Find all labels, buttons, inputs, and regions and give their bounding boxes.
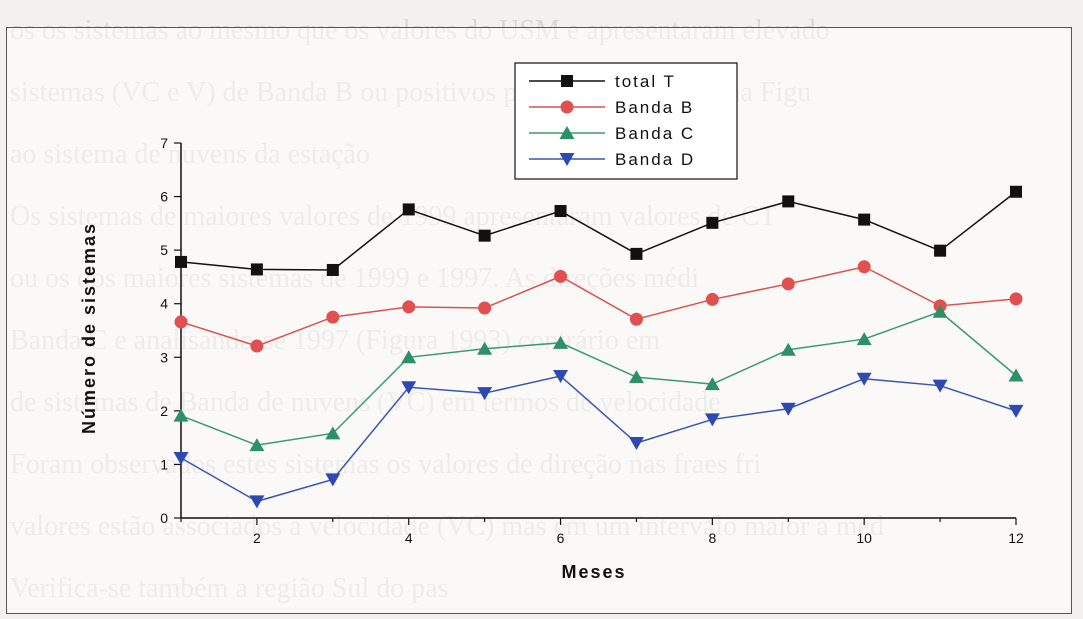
data-point-banda-c	[249, 438, 265, 452]
series-line-total-t	[180, 191, 1017, 271]
legend: total T Banda B Banda C Banda D	[514, 62, 738, 180]
data-point-banda-d	[249, 495, 265, 509]
x-tick-label: 2	[253, 530, 261, 546]
data-point-banda-b	[781, 277, 795, 291]
series-banda-d	[173, 370, 1024, 509]
y-tick-label: 7	[160, 135, 168, 151]
series-banda-c	[173, 304, 1024, 452]
data-point-total-t	[250, 263, 263, 276]
data-point-total-t	[175, 255, 187, 268]
data-point-banda-c	[477, 341, 493, 355]
data-point-banda-c	[401, 350, 417, 364]
data-point-banda-b	[554, 269, 568, 283]
data-point-banda-d	[780, 402, 796, 416]
data-point-total-t	[858, 213, 871, 226]
x-tick-label: 10	[856, 530, 872, 546]
data-point-banda-b	[402, 300, 416, 314]
y-tick-label: 0	[160, 510, 168, 526]
legend-box	[514, 62, 738, 180]
data-point-banda-d	[401, 381, 417, 395]
legend-marker	[561, 75, 573, 87]
series-banda-b	[174, 260, 1023, 353]
data-point-total-t	[630, 247, 643, 260]
data-point-total-t	[478, 229, 491, 242]
y-tick-label: 2	[160, 403, 168, 419]
x-tick-label: 12	[1008, 530, 1024, 546]
chart-frame: 0 1 2 3 4 5 6 7 2 4 6 8 10 12 total T Banda B Banda C Ba…	[6, 27, 1072, 614]
x-axis-title: Meses	[561, 562, 626, 582]
series-line-banda-c	[180, 310, 1017, 446]
data-point-total-t	[554, 205, 567, 218]
data-point-banda-d	[1008, 404, 1024, 418]
legend-label: Banda C	[615, 124, 695, 143]
data-point-banda-c	[173, 408, 189, 422]
data-point-banda-b	[857, 260, 871, 274]
data-point-banda-c	[628, 370, 644, 384]
data-point-total-t	[782, 195, 795, 208]
y-tick-label: 1	[160, 456, 168, 472]
data-point-banda-d	[704, 413, 720, 427]
data-point-banda-d	[325, 473, 341, 487]
data-point-banda-c	[553, 335, 569, 349]
data-point-banda-d	[553, 370, 569, 384]
series-layer	[173, 185, 1024, 509]
data-point-total-t	[1010, 185, 1022, 198]
data-point-banda-d	[856, 372, 872, 386]
data-point-banda-c	[932, 304, 948, 318]
legend-label: total T	[615, 72, 676, 91]
y-tick-label: 4	[160, 296, 168, 312]
x-tick-label: 6	[557, 530, 565, 546]
data-point-banda-d	[477, 387, 493, 401]
legend-marker	[559, 153, 575, 166]
data-point-banda-b	[250, 339, 264, 353]
data-point-total-t	[934, 244, 947, 257]
y-tick-label: 5	[160, 242, 168, 258]
series-total-t	[175, 185, 1022, 276]
data-point-banda-b	[705, 292, 719, 306]
x-tick-label: 8	[708, 530, 716, 546]
x-tick-label: 4	[405, 530, 413, 546]
y-axis-title: Número de sistemas	[79, 222, 99, 434]
data-point-total-t	[326, 263, 339, 276]
series-line-banda-b	[180, 265, 1017, 347]
y-tick-label: 6	[160, 189, 168, 205]
data-point-banda-d	[628, 437, 644, 450]
legend-item-banda-b: Banda B	[529, 98, 694, 117]
legend-label: Banda B	[615, 98, 694, 117]
data-point-banda-b	[174, 315, 188, 329]
data-point-banda-b	[1009, 292, 1023, 306]
legend-marker	[559, 126, 575, 139]
series-line-banda-d	[180, 375, 1017, 503]
data-point-banda-b	[326, 310, 340, 324]
data-point-banda-d	[932, 379, 948, 393]
data-point-banda-b	[478, 301, 492, 315]
legend-marker	[560, 100, 574, 114]
legend-item-banda-c: Banda C	[529, 124, 695, 143]
y-tick-label: 3	[160, 349, 168, 365]
data-point-banda-b	[629, 312, 643, 326]
legend-item-banda-d: Banda D	[529, 150, 695, 169]
data-point-banda-c	[1008, 368, 1024, 382]
data-point-banda-c	[325, 426, 341, 440]
legend-label: Banda D	[615, 150, 695, 169]
legend-item-total-t: total T	[529, 72, 676, 91]
data-point-banda-c	[780, 342, 796, 356]
data-point-banda-c	[856, 332, 872, 346]
data-point-banda-c	[704, 377, 720, 391]
data-point-total-t	[706, 216, 719, 229]
data-point-banda-d	[173, 452, 189, 465]
data-point-total-t	[402, 203, 415, 216]
